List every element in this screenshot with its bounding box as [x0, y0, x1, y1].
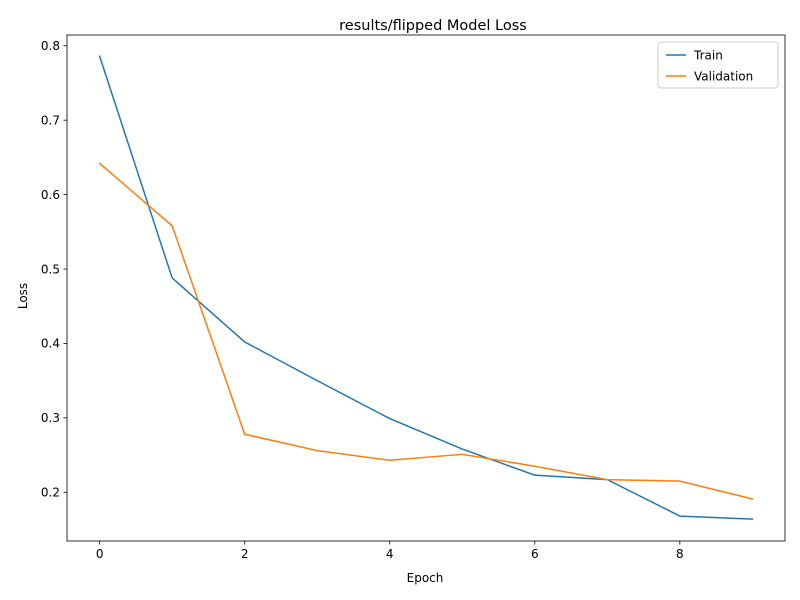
y-tick-label: 0.2 — [41, 486, 60, 500]
x-tick-label: 4 — [386, 547, 394, 561]
x-tick-label: 8 — [676, 547, 684, 561]
y-tick-label: 0.3 — [41, 411, 60, 425]
x-tick-label: 0 — [96, 547, 104, 561]
x-axis-title: Epoch — [407, 571, 444, 585]
legend-label-train: Train — [693, 48, 723, 62]
legend-box — [657, 41, 779, 89]
y-tick-label: 0.4 — [41, 337, 60, 351]
y-tick-label: 0.5 — [41, 262, 60, 276]
x-tick-label: 6 — [531, 547, 539, 561]
legend: Train Validation — [657, 41, 779, 89]
series-line-validation — [98, 162, 754, 500]
y-axis-title: Loss — [16, 283, 30, 309]
axes-frame — [66, 34, 786, 542]
legend-label-validation: Validation — [694, 69, 753, 83]
chart-title: results/flipped Model Loss — [339, 18, 527, 34]
x-tick-label: 2 — [241, 547, 249, 561]
y-tick-label: 0.8 — [41, 39, 60, 53]
plot-area: 0 2 4 6 8 0.2 0.3 0.4 0.5 0.6 0.7 0.8 — [41, 34, 786, 561]
y-tick-label: 0.6 — [41, 188, 60, 202]
y-tick-label: 0.7 — [41, 114, 60, 128]
series-line-train — [98, 55, 754, 520]
